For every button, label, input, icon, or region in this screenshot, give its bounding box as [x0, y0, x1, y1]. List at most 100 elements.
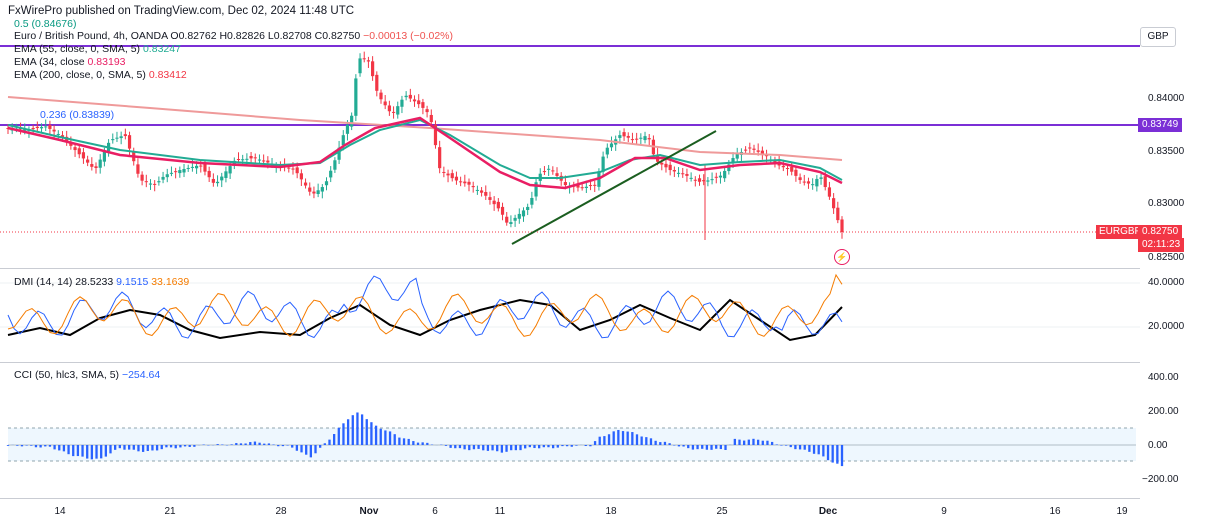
- candle-body: [303, 182, 308, 186]
- candle-body: [588, 185, 593, 187]
- candle-body: [215, 181, 220, 184]
- price-pane: [0, 45, 1140, 245]
- x-tick: 11: [494, 506, 506, 517]
- candle-body: [224, 171, 228, 178]
- x-tick: 16: [1049, 506, 1061, 517]
- symbol-name: Euro / British Pound, 4h, OANDA: [14, 30, 168, 42]
- candle-body: [77, 148, 81, 155]
- candle-body: [689, 177, 693, 179]
- adx-line: [7, 298, 843, 342]
- symbol-legend[interactable]: Euro / British Pound, 4h, OANDA O0.82762…: [14, 30, 453, 43]
- candle-body: [760, 150, 764, 154]
- candle-body: [702, 180, 706, 182]
- candle-body: [815, 178, 819, 187]
- candle-body: [509, 222, 513, 224]
- candle-body: [718, 175, 723, 178]
- candle-body: [542, 171, 547, 173]
- candle-body: [81, 152, 86, 159]
- candle-body: [400, 99, 404, 107]
- ema55-legend[interactable]: EMA (55, close, 0, SMA, 5) 0.83247: [14, 43, 181, 56]
- candle-body: [576, 184, 580, 188]
- candle-body: [756, 150, 760, 152]
- candle-body: [505, 216, 509, 223]
- candle-body: [446, 173, 450, 176]
- candle-body: [73, 147, 77, 151]
- candle-body: [433, 124, 438, 146]
- x-tick: 21: [164, 506, 176, 517]
- candle-body: [199, 165, 203, 167]
- candle-body: [643, 136, 647, 141]
- currency-button[interactable]: GBP: [1140, 27, 1176, 47]
- lightning-icon[interactable]: ⚡: [834, 249, 850, 265]
- candle-body: [752, 148, 756, 150]
- publisher-line: FxWirePro published on TradingView.com, …: [8, 5, 355, 17]
- candle-body: [811, 184, 815, 186]
- ema200-legend[interactable]: EMA (200, close, 0, SMA, 5) 0.83412: [14, 69, 187, 82]
- candle-body: [404, 95, 408, 98]
- candle-body: [186, 167, 190, 169]
- candle-body: [706, 180, 710, 182]
- candle-body: [119, 136, 123, 139]
- y-tick-cci: 400.00: [1148, 372, 1179, 383]
- candle-body: [421, 102, 425, 108]
- x-tick: Nov: [359, 506, 379, 517]
- bar-countdown: 02:11:23: [1138, 238, 1185, 252]
- candle-body: [153, 183, 157, 185]
- candle-body: [111, 139, 115, 141]
- candle-body: [178, 170, 182, 174]
- candle-body: [371, 61, 375, 77]
- dmi-legend[interactable]: DMI (14, 14) 28.5233 9.1515 33.1639: [14, 276, 189, 289]
- fib-05-label: 0.5 (0.84676): [14, 18, 77, 30]
- candle-body: [794, 169, 798, 176]
- candle-body: [639, 137, 643, 139]
- candle-body: [350, 115, 354, 127]
- candle-body: [727, 164, 731, 172]
- candle-body: [157, 181, 161, 183]
- candle-body: [454, 176, 459, 181]
- candle-body: [660, 162, 664, 165]
- cci-label: CCI (50, hlc3, SMA, 5): [14, 369, 120, 381]
- candle-body: [169, 172, 174, 174]
- ema200-label: EMA (200, close, 0, SMA, 5): [14, 69, 146, 81]
- candle-body: [308, 187, 312, 192]
- candle-body: [475, 189, 479, 191]
- cci-legend[interactable]: CCI (50, hlc3, SMA, 5) −254.64: [14, 369, 160, 382]
- time-axis-divider: [0, 498, 1140, 499]
- ema55-value: 0.83247: [142, 43, 181, 55]
- candle-body: [521, 210, 526, 217]
- ema55-label: EMA (55, close, 0, SMA, 5): [14, 43, 141, 55]
- candle-body: [463, 181, 467, 184]
- ema34-value: 0.83193: [87, 56, 126, 68]
- candle-body: [287, 167, 291, 169]
- candle-body: [563, 182, 567, 186]
- candle-body: [429, 114, 433, 123]
- candle-body: [723, 170, 727, 179]
- candle-body: [836, 207, 840, 221]
- ema34-legend[interactable]: EMA (34, close 0.83193: [14, 56, 126, 69]
- candle-body: [203, 163, 207, 172]
- x-tick: 18: [605, 506, 617, 517]
- candle-body: [744, 149, 748, 151]
- candle-body: [714, 176, 718, 178]
- candle-body: [94, 166, 98, 168]
- candle-body: [127, 135, 132, 149]
- pane-divider[interactable]: [0, 362, 1140, 363]
- candle-body: [362, 58, 366, 60]
- candle-body: [408, 94, 412, 99]
- candle-body: [484, 192, 488, 196]
- candle-body: [593, 184, 597, 186]
- plus-di-line: [7, 275, 843, 339]
- candle-body: [249, 155, 253, 159]
- candle-body: [241, 159, 245, 161]
- candle-body: [647, 138, 651, 140]
- candle-body: [337, 147, 341, 160]
- candle-body: [693, 179, 697, 181]
- candle-body: [136, 164, 140, 174]
- candle-body: [630, 139, 635, 141]
- current-price-tag: 0.82750: [1138, 225, 1183, 239]
- candle-body: [622, 132, 626, 137]
- ema200-line: [7, 96, 843, 161]
- candle-body: [735, 153, 739, 159]
- pane-divider[interactable]: [0, 268, 1140, 269]
